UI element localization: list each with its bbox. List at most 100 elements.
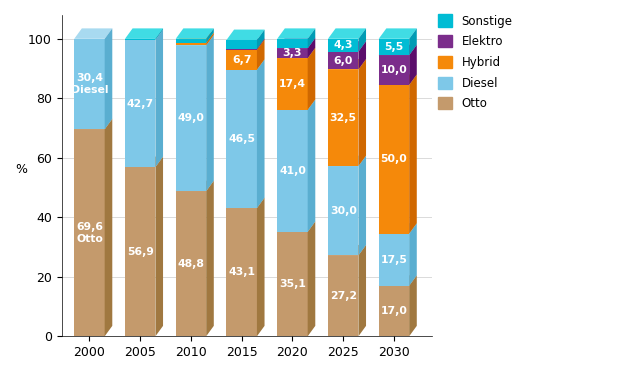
Text: 6,0: 6,0 xyxy=(333,55,353,65)
Polygon shape xyxy=(227,39,264,50)
FancyBboxPatch shape xyxy=(379,85,409,234)
Text: 48,8: 48,8 xyxy=(178,259,204,269)
Polygon shape xyxy=(125,30,163,40)
Polygon shape xyxy=(277,38,315,48)
Polygon shape xyxy=(328,156,366,166)
Text: 50,0: 50,0 xyxy=(381,154,408,164)
FancyBboxPatch shape xyxy=(379,286,409,336)
Polygon shape xyxy=(409,275,417,336)
FancyBboxPatch shape xyxy=(379,55,409,85)
FancyBboxPatch shape xyxy=(227,49,257,50)
Polygon shape xyxy=(359,156,366,255)
Polygon shape xyxy=(105,119,112,336)
FancyBboxPatch shape xyxy=(227,70,257,208)
Text: 46,5: 46,5 xyxy=(228,134,255,144)
Polygon shape xyxy=(176,28,214,39)
Polygon shape xyxy=(359,245,366,336)
Text: 17,4: 17,4 xyxy=(279,79,306,89)
Polygon shape xyxy=(176,35,214,45)
Polygon shape xyxy=(328,41,366,52)
Polygon shape xyxy=(227,30,264,40)
FancyBboxPatch shape xyxy=(379,234,409,286)
Text: 30,4
Diesel: 30,4 Diesel xyxy=(71,73,108,95)
Text: 30,0: 30,0 xyxy=(330,206,357,216)
FancyBboxPatch shape xyxy=(277,48,308,58)
Polygon shape xyxy=(74,28,112,39)
Polygon shape xyxy=(227,197,264,208)
Polygon shape xyxy=(409,28,417,55)
Polygon shape xyxy=(308,48,315,110)
Polygon shape xyxy=(257,39,264,50)
Polygon shape xyxy=(328,59,366,70)
Text: 4,3: 4,3 xyxy=(333,40,353,50)
Polygon shape xyxy=(328,245,366,255)
Polygon shape xyxy=(155,30,163,167)
Polygon shape xyxy=(328,28,366,39)
FancyBboxPatch shape xyxy=(74,39,105,129)
Polygon shape xyxy=(155,157,163,336)
Polygon shape xyxy=(206,35,214,191)
Polygon shape xyxy=(308,221,315,336)
Text: 3,3: 3,3 xyxy=(283,48,302,58)
Text: 17,0: 17,0 xyxy=(381,306,408,316)
Text: 69,6
Otto: 69,6 Otto xyxy=(76,222,103,243)
Polygon shape xyxy=(308,28,315,48)
Polygon shape xyxy=(257,197,264,336)
Polygon shape xyxy=(359,41,366,70)
FancyBboxPatch shape xyxy=(227,50,257,70)
Polygon shape xyxy=(308,38,315,58)
Polygon shape xyxy=(277,28,315,39)
Polygon shape xyxy=(74,119,112,129)
Polygon shape xyxy=(227,39,264,49)
Y-axis label: %: % xyxy=(15,163,27,176)
FancyBboxPatch shape xyxy=(328,166,359,255)
FancyBboxPatch shape xyxy=(379,39,409,55)
FancyBboxPatch shape xyxy=(328,255,359,336)
Text: 5,5: 5,5 xyxy=(384,42,404,52)
FancyBboxPatch shape xyxy=(277,58,308,110)
Polygon shape xyxy=(257,59,264,208)
FancyBboxPatch shape xyxy=(125,167,155,336)
Polygon shape xyxy=(379,223,417,234)
FancyBboxPatch shape xyxy=(328,70,359,166)
FancyBboxPatch shape xyxy=(176,43,206,45)
Polygon shape xyxy=(176,181,214,191)
Polygon shape xyxy=(125,157,163,167)
FancyBboxPatch shape xyxy=(277,110,308,232)
Text: 35,1: 35,1 xyxy=(279,279,306,289)
Polygon shape xyxy=(227,59,264,70)
Text: 17,5: 17,5 xyxy=(381,255,408,265)
Polygon shape xyxy=(409,74,417,234)
FancyBboxPatch shape xyxy=(125,40,155,167)
Polygon shape xyxy=(206,28,214,43)
Polygon shape xyxy=(257,39,264,70)
Text: 10,0: 10,0 xyxy=(381,65,408,75)
FancyBboxPatch shape xyxy=(176,39,206,43)
Polygon shape xyxy=(125,28,163,39)
FancyBboxPatch shape xyxy=(227,208,257,336)
FancyBboxPatch shape xyxy=(125,39,155,40)
Polygon shape xyxy=(359,28,366,52)
FancyBboxPatch shape xyxy=(176,45,206,191)
Polygon shape xyxy=(105,28,112,129)
FancyBboxPatch shape xyxy=(176,191,206,336)
Polygon shape xyxy=(277,221,315,232)
Polygon shape xyxy=(379,45,417,55)
Polygon shape xyxy=(359,59,366,166)
Text: 43,1: 43,1 xyxy=(228,267,255,277)
Polygon shape xyxy=(176,33,214,43)
Text: 56,9: 56,9 xyxy=(127,246,154,257)
Polygon shape xyxy=(206,33,214,45)
Polygon shape xyxy=(257,30,264,49)
Text: 27,2: 27,2 xyxy=(330,291,357,301)
Text: 49,0: 49,0 xyxy=(178,113,204,123)
Polygon shape xyxy=(206,181,214,336)
FancyBboxPatch shape xyxy=(328,52,359,70)
FancyBboxPatch shape xyxy=(74,129,105,336)
Text: 32,5: 32,5 xyxy=(330,113,357,123)
Text: 42,7: 42,7 xyxy=(127,98,154,108)
Polygon shape xyxy=(409,45,417,85)
Polygon shape xyxy=(379,28,417,39)
Polygon shape xyxy=(155,28,163,40)
Polygon shape xyxy=(409,223,417,286)
